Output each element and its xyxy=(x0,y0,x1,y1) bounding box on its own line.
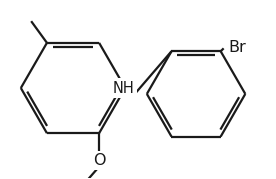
Text: O: O xyxy=(93,153,105,168)
Text: Br: Br xyxy=(229,40,246,55)
Text: NH: NH xyxy=(112,81,134,96)
